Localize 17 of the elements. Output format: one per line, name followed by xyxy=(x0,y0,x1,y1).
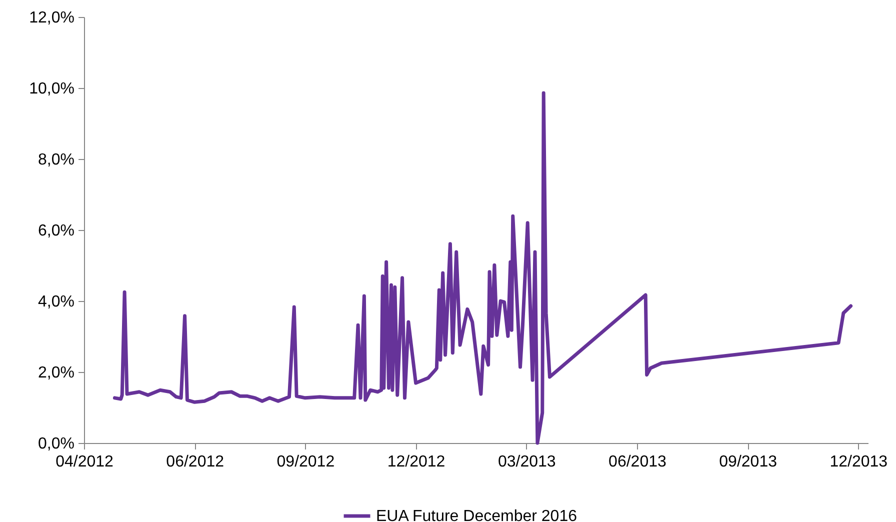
y-tick-label: 2,0% xyxy=(38,364,74,382)
y-tick-label: 12,0% xyxy=(29,10,74,26)
x-tick-label: 09/2013 xyxy=(719,454,778,470)
legend-label: EUA Future December 2016 xyxy=(376,508,578,522)
y-tick-label: 6,0% xyxy=(38,222,74,240)
y-tick-label: 4,0% xyxy=(38,294,74,310)
y-tick-label: 10,0% xyxy=(29,80,74,98)
x-tick-label: 12/2012 xyxy=(387,454,446,470)
x-tick-label: 06/2012 xyxy=(166,454,224,470)
x-tick-label: 09/2012 xyxy=(276,454,335,470)
y-tick-label: 8,0% xyxy=(38,152,74,168)
x-tick-label: 04/2012 xyxy=(56,454,114,470)
x-tick-label: 12/2013 xyxy=(830,454,888,470)
x-tick-label: 06/2013 xyxy=(608,454,666,470)
y-tick-label: 0,0% xyxy=(38,436,74,452)
line-series xyxy=(112,91,853,445)
x-tick-label: 03/2013 xyxy=(498,454,556,470)
